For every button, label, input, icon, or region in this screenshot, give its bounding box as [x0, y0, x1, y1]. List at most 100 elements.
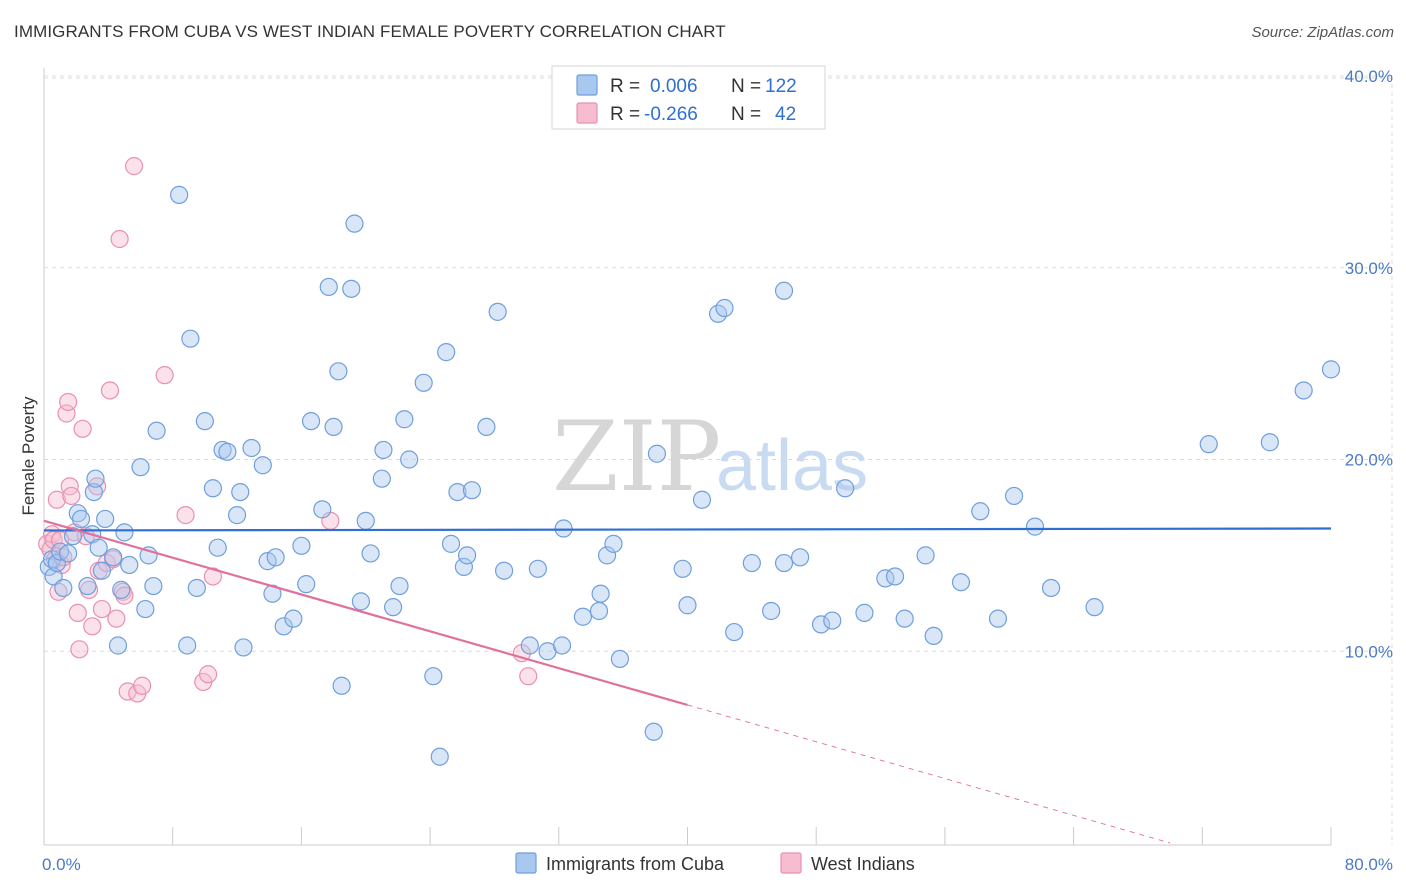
legend-r-label: R = — [610, 76, 640, 97]
bottom-legend-label-west-indians: West Indians — [811, 854, 915, 874]
cuba-point — [610, 649, 630, 669]
y-tick-label: 30.0% — [1345, 259, 1393, 278]
cuba-point — [678, 596, 697, 615]
cuba-point — [742, 553, 761, 573]
cuba-point — [120, 555, 139, 575]
cuba-point — [725, 622, 744, 642]
legend-n-label: N = — [731, 76, 761, 97]
legend-n-label: N = — [731, 104, 761, 125]
cuba-point — [774, 553, 794, 573]
cuba-point — [187, 578, 206, 598]
cuba-point — [454, 557, 473, 576]
cuba-point — [234, 638, 253, 657]
west-indians-point — [155, 366, 174, 385]
cuba-point — [324, 417, 343, 437]
cuba-point — [924, 626, 943, 646]
cuba-point — [319, 277, 338, 297]
legend-r-value-cuba: 0.006 — [650, 76, 698, 97]
cuba-point — [488, 302, 507, 321]
cuba-point — [988, 609, 1008, 628]
cuba-point — [916, 546, 935, 565]
west-indians-point — [107, 609, 126, 628]
cuba-point — [424, 667, 443, 686]
west-indians-point — [133, 676, 152, 695]
cuba-point — [208, 538, 227, 557]
axes — [43, 68, 1332, 846]
cuba-point — [895, 609, 914, 628]
cuba-point — [390, 576, 409, 596]
cuba-point — [823, 611, 842, 630]
watermark-zip: ZIP — [552, 401, 721, 513]
cuba-point — [495, 561, 514, 580]
y-tick-labels: 10.0% 20.0% 30.0% 40.0% — [1345, 67, 1393, 661]
cuba-point — [885, 567, 905, 586]
cuba-point — [1199, 435, 1218, 454]
west-indians-point — [62, 486, 81, 506]
series-legend: Immigrants from Cuba West Indians — [515, 852, 915, 874]
cuba-point — [374, 440, 393, 460]
cuba-point — [673, 559, 692, 578]
y-axis-label: Female Poverty — [19, 396, 38, 516]
cuba-point — [131, 458, 150, 477]
legend-n-value-west-indians: 42 — [775, 104, 796, 125]
cuba-point — [115, 523, 134, 542]
cuba-point — [448, 482, 467, 502]
legend-n-value-cuba: 122 — [765, 76, 797, 97]
legend-swatch-west-indians — [576, 102, 598, 124]
cuba-point — [84, 482, 103, 502]
cuba-point — [89, 538, 108, 557]
cuba-point — [811, 615, 831, 634]
west-indians-point — [70, 640, 89, 659]
cuba-point — [836, 479, 855, 498]
cuba-point — [971, 502, 990, 521]
cuba-point — [170, 185, 189, 204]
cuba-point — [400, 450, 419, 469]
west-indians-point — [57, 404, 76, 423]
watermark: ZIP atlas — [552, 401, 868, 513]
cuba-point — [528, 559, 547, 578]
cuba-point — [462, 481, 482, 500]
cuba-point — [644, 722, 663, 741]
west-indians-point — [124, 157, 144, 176]
cuba-point — [181, 329, 200, 348]
cuba-point — [855, 603, 874, 623]
west-indians-point — [519, 667, 538, 686]
cuba-points — [39, 185, 1341, 766]
bottom-legend-swatch-west-indians — [780, 852, 802, 874]
legend-r-value-west-indians: -0.266 — [644, 104, 698, 125]
cuba-point — [203, 479, 223, 498]
x-tick-label-max: 80.0% — [1345, 855, 1393, 874]
cuba-point — [227, 506, 247, 525]
cuba-point — [351, 592, 371, 611]
bottom-legend-label-cuba: Immigrants from Cuba — [546, 854, 725, 874]
cuba-point — [63, 527, 83, 546]
cuba-point — [195, 412, 214, 431]
cuba-point — [78, 576, 97, 596]
cuba-point — [554, 519, 573, 538]
legend-swatch-cuba — [576, 74, 598, 96]
west-indians-point — [92, 599, 112, 619]
west-indians-point — [73, 419, 92, 438]
cuba-point — [297, 575, 316, 594]
west-indians-trend-line — [43, 519, 688, 706]
bottom-legend-swatch-cuba — [515, 852, 537, 874]
y-tick-label: 10.0% — [1345, 642, 1393, 661]
west-indians-point — [68, 603, 87, 623]
cuba-point — [96, 509, 115, 529]
cuba-point — [86, 469, 105, 488]
west-indians-point — [87, 477, 107, 496]
legend-r-label: R = — [610, 104, 640, 125]
cuba-point — [597, 546, 617, 565]
cuba-point — [108, 636, 128, 655]
cuba-point — [59, 544, 78, 563]
west-indians-point — [110, 229, 129, 249]
y-tick-label: 40.0% — [1345, 67, 1393, 86]
west-indians-points — [38, 157, 538, 703]
source-label: Source: ZipAtlas.com — [1251, 24, 1394, 41]
x-tick-label-min: 0.0% — [42, 855, 81, 874]
cuba-point — [552, 636, 572, 655]
cuba-point — [573, 607, 593, 626]
cuba-point — [356, 511, 375, 530]
west-indians-point — [47, 490, 66, 509]
cuba-point — [313, 500, 332, 519]
